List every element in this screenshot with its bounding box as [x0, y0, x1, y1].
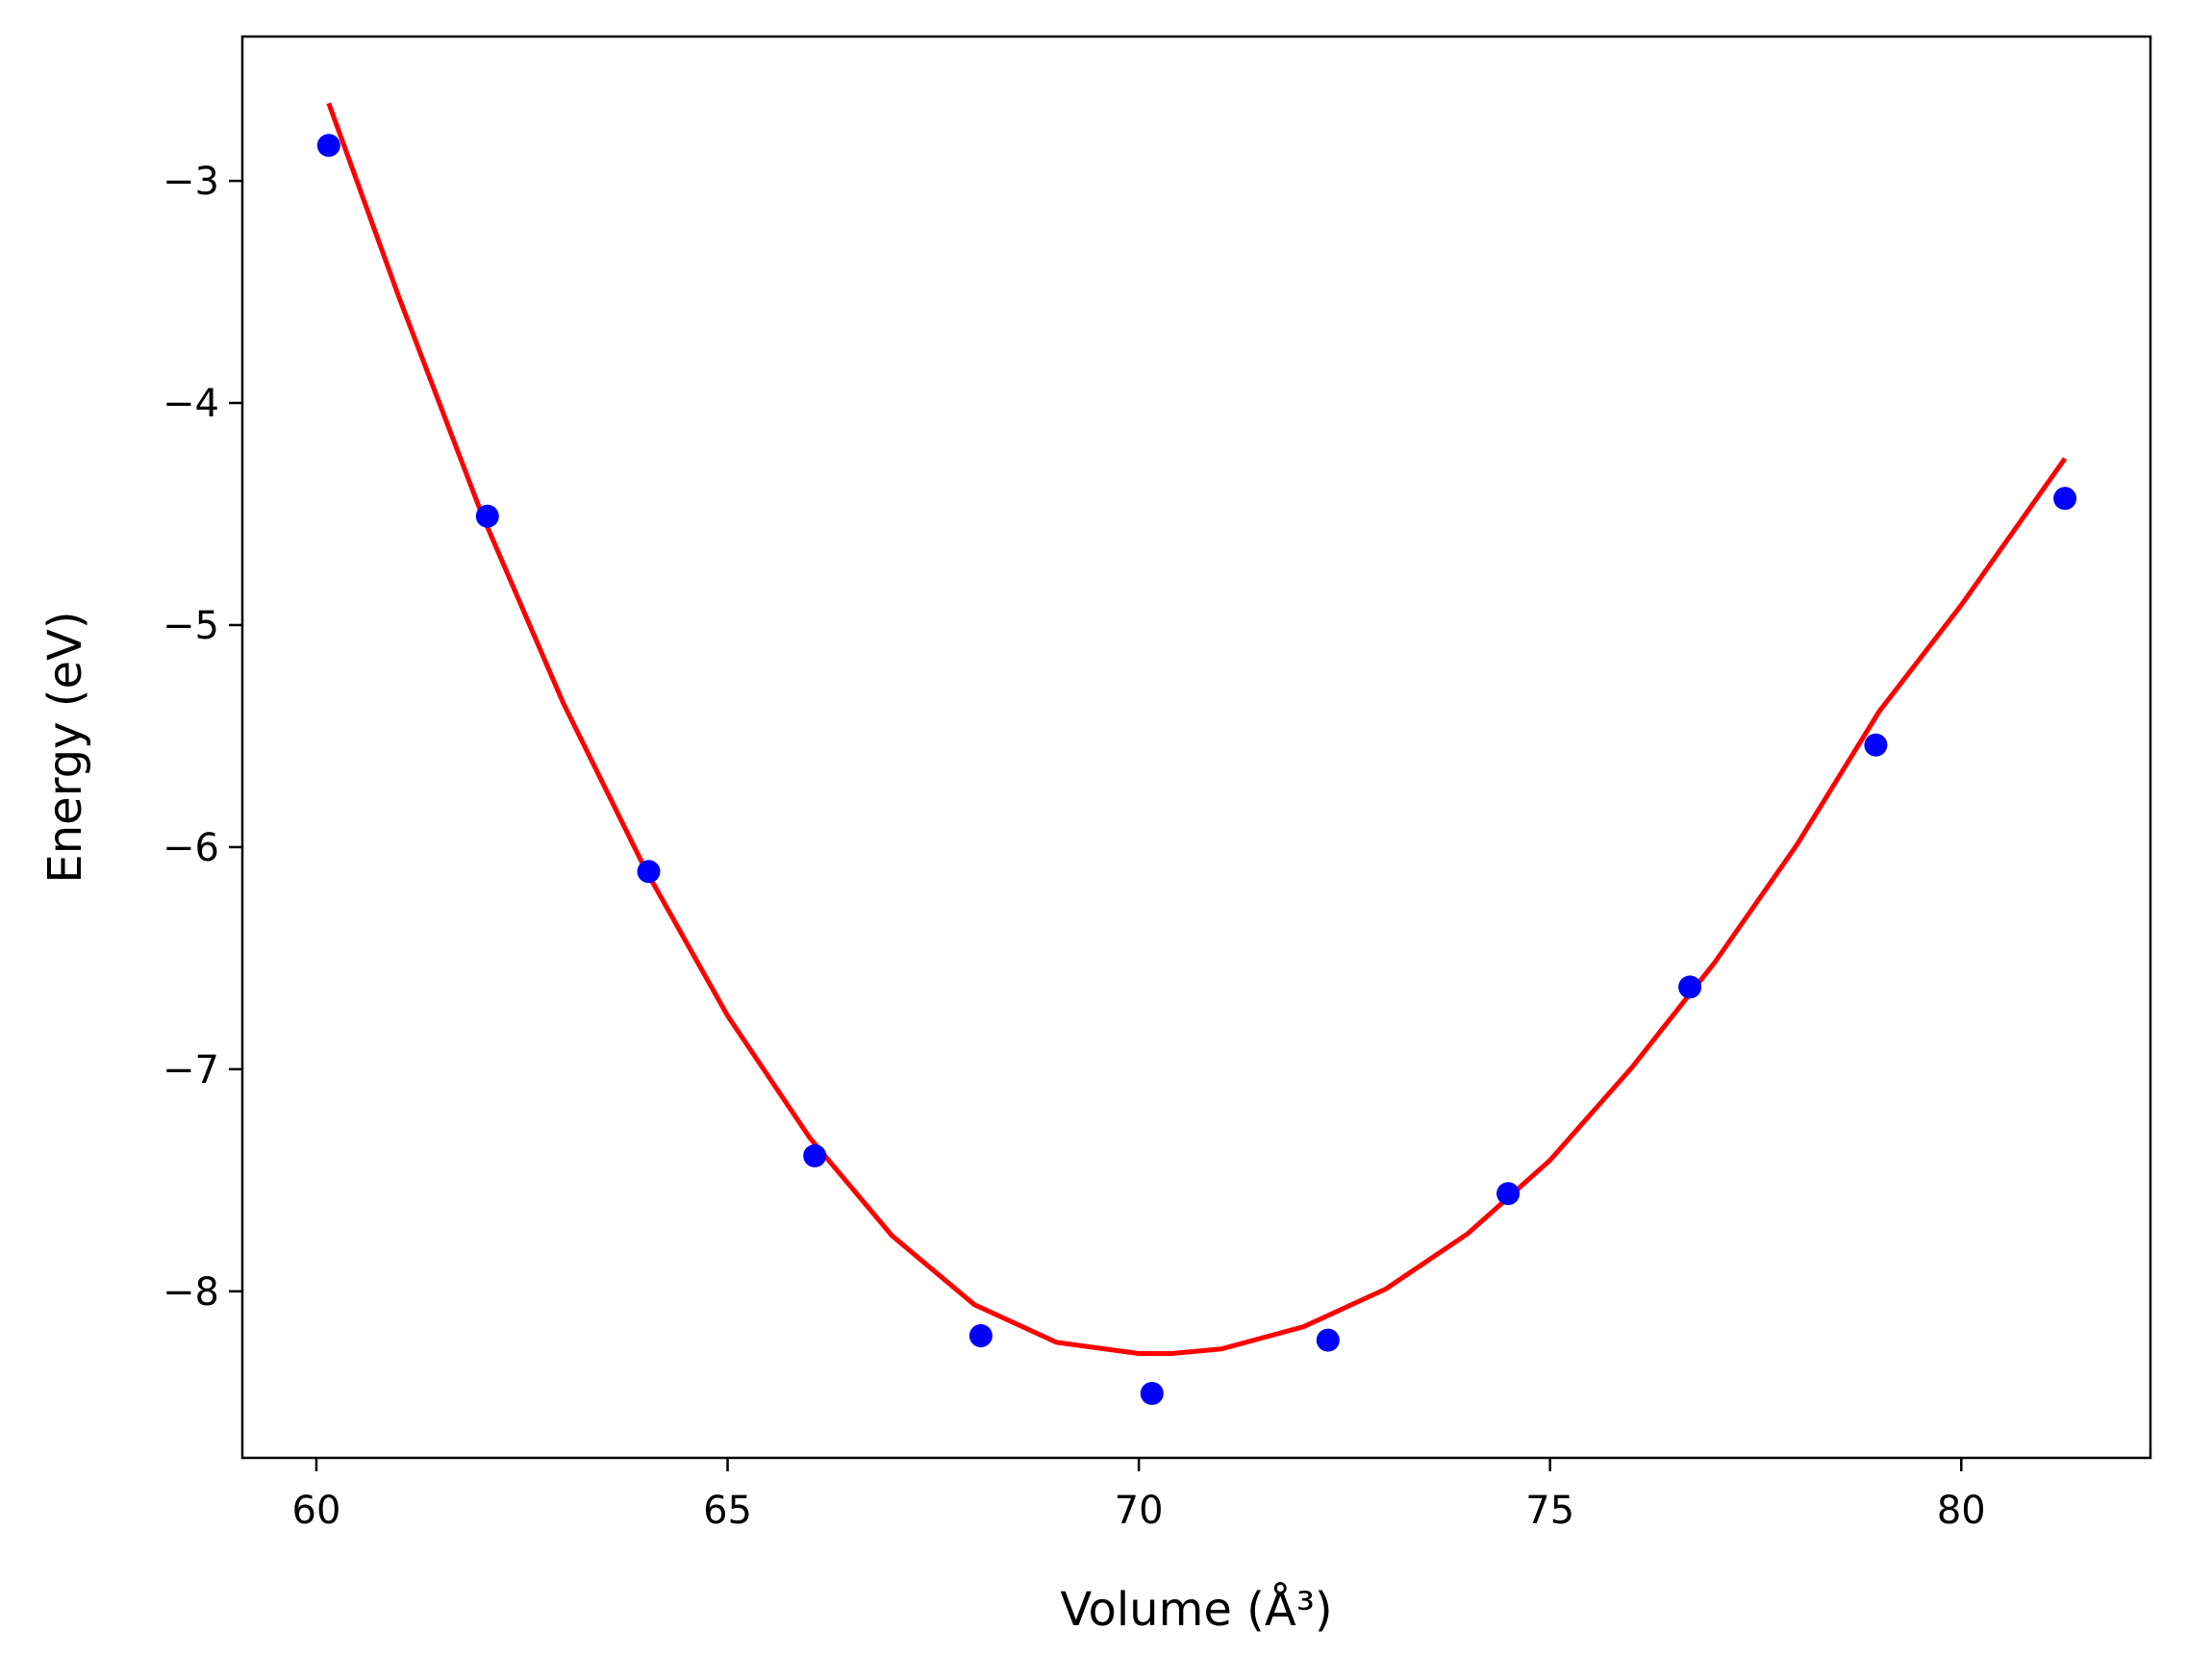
y-tick-label: −3 [163, 160, 219, 204]
y-tick-label: −4 [163, 382, 219, 426]
x-tick-label: 65 [703, 1489, 752, 1533]
y-tick-label: −6 [163, 826, 219, 870]
data-point-7 [1316, 1328, 1340, 1352]
x-tick-label: 70 [1115, 1489, 1164, 1533]
data-point-2 [475, 504, 499, 528]
axes-frame [240, 35, 2152, 1460]
y-tick-label: −5 [163, 604, 219, 648]
data-point-10 [1864, 733, 1888, 757]
data-point-1 [316, 134, 340, 158]
data-point-5 [968, 1324, 993, 1347]
data-point-4 [803, 1143, 827, 1167]
y-tick-label: −8 [163, 1270, 219, 1315]
data-point-8 [1496, 1182, 1521, 1206]
y-axis-label: Energy (eV) [38, 611, 92, 883]
x-tick-label: 80 [1937, 1489, 1986, 1533]
data-point-11 [2053, 487, 2077, 511]
y-axis-ticks: −3 −4 −5 −6 −7 −8 [163, 160, 242, 1315]
x-axis-label: Volume (Å³) [1060, 1582, 1332, 1637]
fit-curve-line [326, 102, 2068, 1356]
x-tick-label: 75 [1525, 1489, 1574, 1533]
y-tick-label: −7 [163, 1048, 219, 1092]
plot-area [316, 102, 2077, 1405]
data-point-9 [1678, 975, 1702, 999]
x-axis-ticks: 60 65 70 75 80 [292, 1458, 1986, 1533]
x-tick-label: 60 [292, 1489, 341, 1533]
data-point-3 [637, 860, 661, 884]
data-point-6 [1140, 1382, 1164, 1405]
